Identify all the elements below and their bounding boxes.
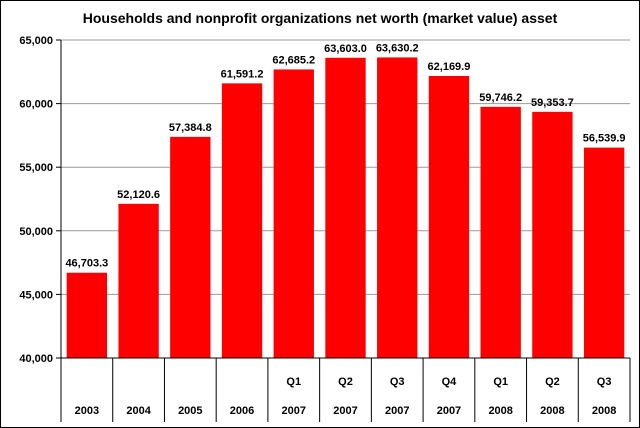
x-year-label: 2007 — [333, 405, 357, 417]
chart-title: Households and nonprofit organizations n… — [82, 10, 558, 26]
x-year-label: 2004 — [126, 405, 151, 417]
x-quarter-label: Q2 — [545, 376, 560, 388]
data-label: 62,685.2 — [272, 54, 315, 66]
x-year-label: 2008 — [540, 405, 564, 417]
bar — [325, 57, 366, 359]
bar — [428, 75, 470, 358]
x-year-label: 2003 — [75, 405, 99, 417]
y-tick-label: 45,000 — [19, 289, 53, 301]
x-year-label: 2008 — [488, 405, 512, 417]
y-tick-label: 50,000 — [19, 226, 53, 238]
data-label: 52,120.6 — [117, 189, 160, 201]
data-label: 62,169.9 — [428, 61, 471, 73]
bar — [480, 106, 521, 358]
data-label: 61,591.2 — [221, 68, 264, 80]
data-label: 46,703.3 — [65, 258, 108, 270]
x-year-label: 2007 — [385, 405, 409, 417]
x-quarter-label: Q3 — [390, 376, 405, 388]
x-axis: 2003 2004 2005 2006 Q1 2007 Q2 2007 Q3 2007 Q4 2007… — [60, 40, 631, 422]
data-label: 57,384.8 — [169, 122, 212, 134]
data-label: 63,603.0 — [324, 43, 367, 55]
bar — [221, 83, 263, 359]
data-label: 63,630.2 — [376, 42, 419, 54]
bar — [532, 111, 573, 358]
x-quarter-label: Q1 — [493, 376, 508, 388]
x-quarter-label: Q1 — [286, 376, 301, 388]
x-year-label: 2007 — [437, 405, 461, 417]
bar — [273, 69, 314, 358]
x-year-label: 2008 — [592, 405, 616, 417]
data-label: 56,539.9 — [583, 133, 626, 145]
bar — [170, 136, 211, 358]
x-quarter-label: Q4 — [442, 376, 458, 388]
data-label: 59,746.2 — [479, 92, 522, 104]
data-label: 59,353.7 — [531, 97, 574, 109]
bar — [118, 203, 159, 358]
bar — [66, 272, 108, 358]
bars — [66, 57, 625, 359]
x-year-label: 2007 — [282, 405, 306, 417]
y-tick-label: 65,000 — [19, 35, 53, 47]
x-year-label: 2006 — [230, 405, 254, 417]
y-tick-label: 60,000 — [19, 99, 53, 111]
x-quarter-label: Q2 — [338, 376, 353, 388]
x-year-label: 2005 — [178, 405, 202, 417]
y-tick-label: 55,000 — [19, 162, 53, 174]
data-labels: 46,703.3 52,120.6 57,384.8 61,591.2 62,685.2… — [65, 42, 625, 269]
bar — [377, 57, 418, 358]
y-axis: 40,000 45,000 50,000 55,000 60,000 65,000 — [19, 35, 61, 365]
x-quarter-label: Q3 — [597, 376, 612, 388]
bar — [583, 147, 625, 358]
y-tick-label: 40,000 — [19, 353, 53, 365]
